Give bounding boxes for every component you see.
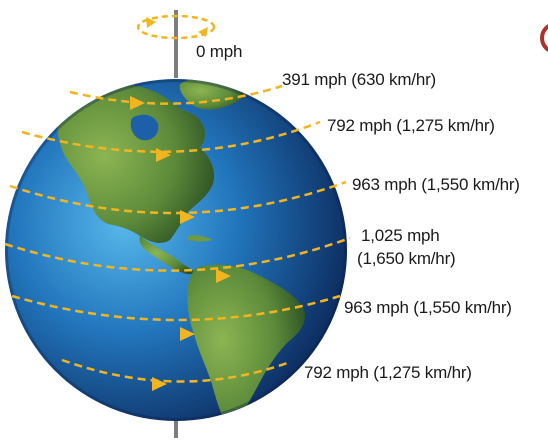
direction-arrow-icon bbox=[180, 327, 195, 341]
central-america bbox=[139, 236, 196, 275]
speed-label-lat-45s: 792 mph (1,275 km/hr) bbox=[304, 363, 472, 382]
direction-arrow-icon bbox=[130, 96, 145, 110]
rotation-paths bbox=[4, 84, 351, 391]
speed-label-pole: 0 mph bbox=[196, 42, 243, 61]
speed-label-lat-45n: 792 mph (1,275 km/hr) bbox=[327, 116, 495, 135]
north-america bbox=[57, 84, 215, 243]
ring-lat-20n bbox=[9, 180, 347, 215]
direction-arrow-icon bbox=[216, 269, 231, 283]
globe bbox=[5, 79, 347, 421]
south-america bbox=[187, 264, 305, 421]
ring-lat-20s bbox=[11, 294, 341, 322]
corner-badge bbox=[540, 24, 548, 52]
speed-label-lat-20n: 963 mph (1,550 km/hr) bbox=[352, 175, 520, 194]
ring-lat-45s bbox=[61, 358, 291, 383]
caribbean bbox=[188, 235, 212, 242]
ring-lat-45n bbox=[21, 120, 321, 154]
speed-label-equator-kmh: (1,650 km/hr) bbox=[357, 249, 456, 268]
direction-arrow-icon bbox=[152, 377, 167, 391]
hudson-bay bbox=[130, 114, 159, 141]
rotation-arrow-icon bbox=[136, 14, 216, 40]
speed-label-equator-mph: 1,025 mph bbox=[361, 226, 440, 245]
ring-equator bbox=[4, 236, 351, 272]
direction-arrow-icon bbox=[180, 210, 195, 224]
direction-arrow-icon bbox=[156, 148, 171, 162]
speed-label-lat-60n: 391 mph (630 km/hr) bbox=[282, 70, 436, 89]
speed-label-lat-20s: 963 mph (1,550 km/hr) bbox=[344, 298, 512, 317]
ring-lat-60n bbox=[69, 84, 283, 105]
landmasses bbox=[5, 79, 347, 421]
